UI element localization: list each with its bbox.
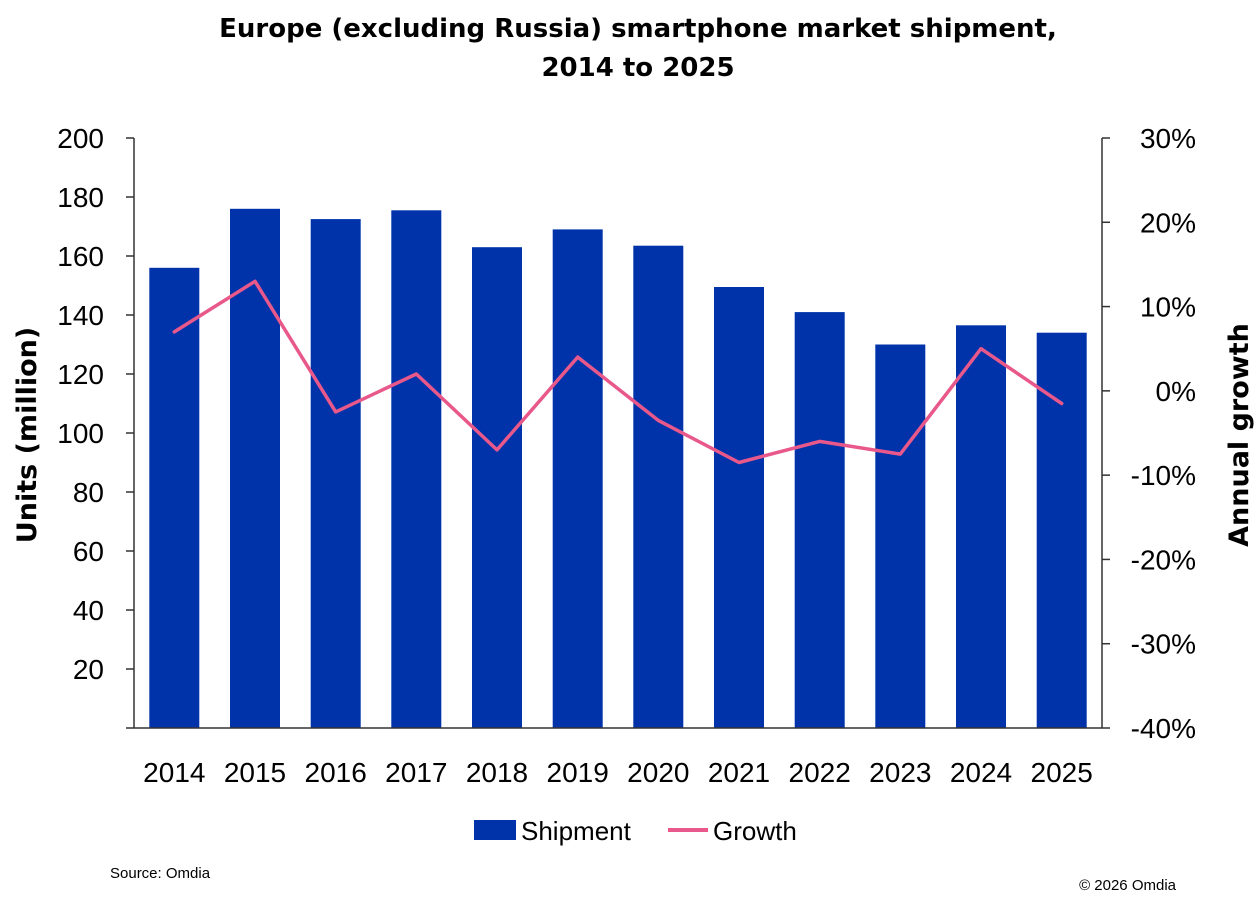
tick-labels-group: 20 40 60 80 100 120 140 160 180 200 -40% -30% -20% -1… [57, 123, 1196, 788]
x-tick-label-2017: 2017 [385, 757, 447, 788]
y2-tick-label--40: -40% [1131, 713, 1196, 744]
y2-tick-label-0: 0% [1156, 376, 1196, 407]
shipment-bar-2020 [633, 245, 684, 728]
shipment-bar-2017 [391, 210, 442, 729]
y2-tick-label--20: -20% [1131, 544, 1196, 575]
shipment-bar-2021 [714, 287, 764, 728]
y-axis-title: Units (million) [12, 327, 43, 543]
y2-tick-label-30: 30% [1140, 123, 1196, 154]
y2-axis-title: Annual growth [1224, 323, 1255, 547]
y-tick-label-100: 100 [57, 418, 104, 449]
legend-shipment-swatch [474, 820, 516, 840]
chart-title-line-2: 2014 to 2025 [541, 53, 734, 83]
growth-line [172, 279, 1064, 465]
source-note: Source: Omdia [110, 865, 211, 882]
shipment-bar-2023 [875, 344, 926, 728]
y2-tick-label--10: -10% [1131, 460, 1196, 491]
y-tick-label-180: 180 [57, 182, 104, 213]
x-tick-label-2020: 2020 [627, 757, 689, 788]
shipment-bar-2016 [310, 219, 361, 728]
x-tick-label-2016: 2016 [305, 757, 367, 788]
shipment-bar-2024 [956, 325, 1006, 728]
shipment-bar-2014 [149, 267, 200, 728]
legend-shipment-label: Shipment [521, 816, 632, 846]
shipment-bar-2018 [472, 247, 522, 728]
copyright-note: © 2026 Omdia [1079, 877, 1177, 894]
x-tick-label-2018: 2018 [466, 757, 528, 788]
shipment-bar-2019 [552, 229, 603, 728]
y2-tick-label--30: -30% [1131, 629, 1196, 660]
y-tick-label-40: 40 [73, 595, 104, 626]
chart-title-line-1: Europe (excluding Russia) smartphone mar… [219, 14, 1057, 44]
x-tick-label-2019: 2019 [547, 757, 609, 788]
y-tick-label-120: 120 [57, 359, 104, 390]
x-tick-label-2025: 2025 [1031, 757, 1093, 788]
y-tick-label-160: 160 [57, 241, 104, 272]
bars-group [149, 208, 1087, 729]
y-tick-label-200: 200 [57, 123, 104, 154]
x-tick-label-2022: 2022 [789, 757, 851, 788]
legend-growth-label: Growth [713, 816, 797, 846]
x-tick-label-2021: 2021 [708, 757, 770, 788]
axes-group [126, 137, 1110, 729]
shipment-bar-2015 [230, 208, 280, 729]
x-tick-label-2024: 2024 [950, 757, 1012, 788]
legend: Shipment Growth [474, 816, 797, 846]
y2-tick-label-10: 10% [1140, 292, 1196, 323]
y-tick-label-60: 60 [73, 536, 104, 567]
x-tick-label-2015: 2015 [224, 757, 286, 788]
growth-line-group [172, 279, 1064, 465]
y2-tick-label-20: 20% [1140, 207, 1196, 238]
shipment-bar-2022 [794, 312, 845, 728]
y-tick-label-140: 140 [57, 300, 104, 331]
x-tick-label-2014: 2014 [143, 757, 205, 788]
y-tick-label-80: 80 [73, 477, 104, 508]
x-tick-label-2023: 2023 [869, 757, 931, 788]
shipment-bar-2025 [1036, 332, 1087, 728]
y-tick-label-20: 20 [73, 654, 104, 685]
